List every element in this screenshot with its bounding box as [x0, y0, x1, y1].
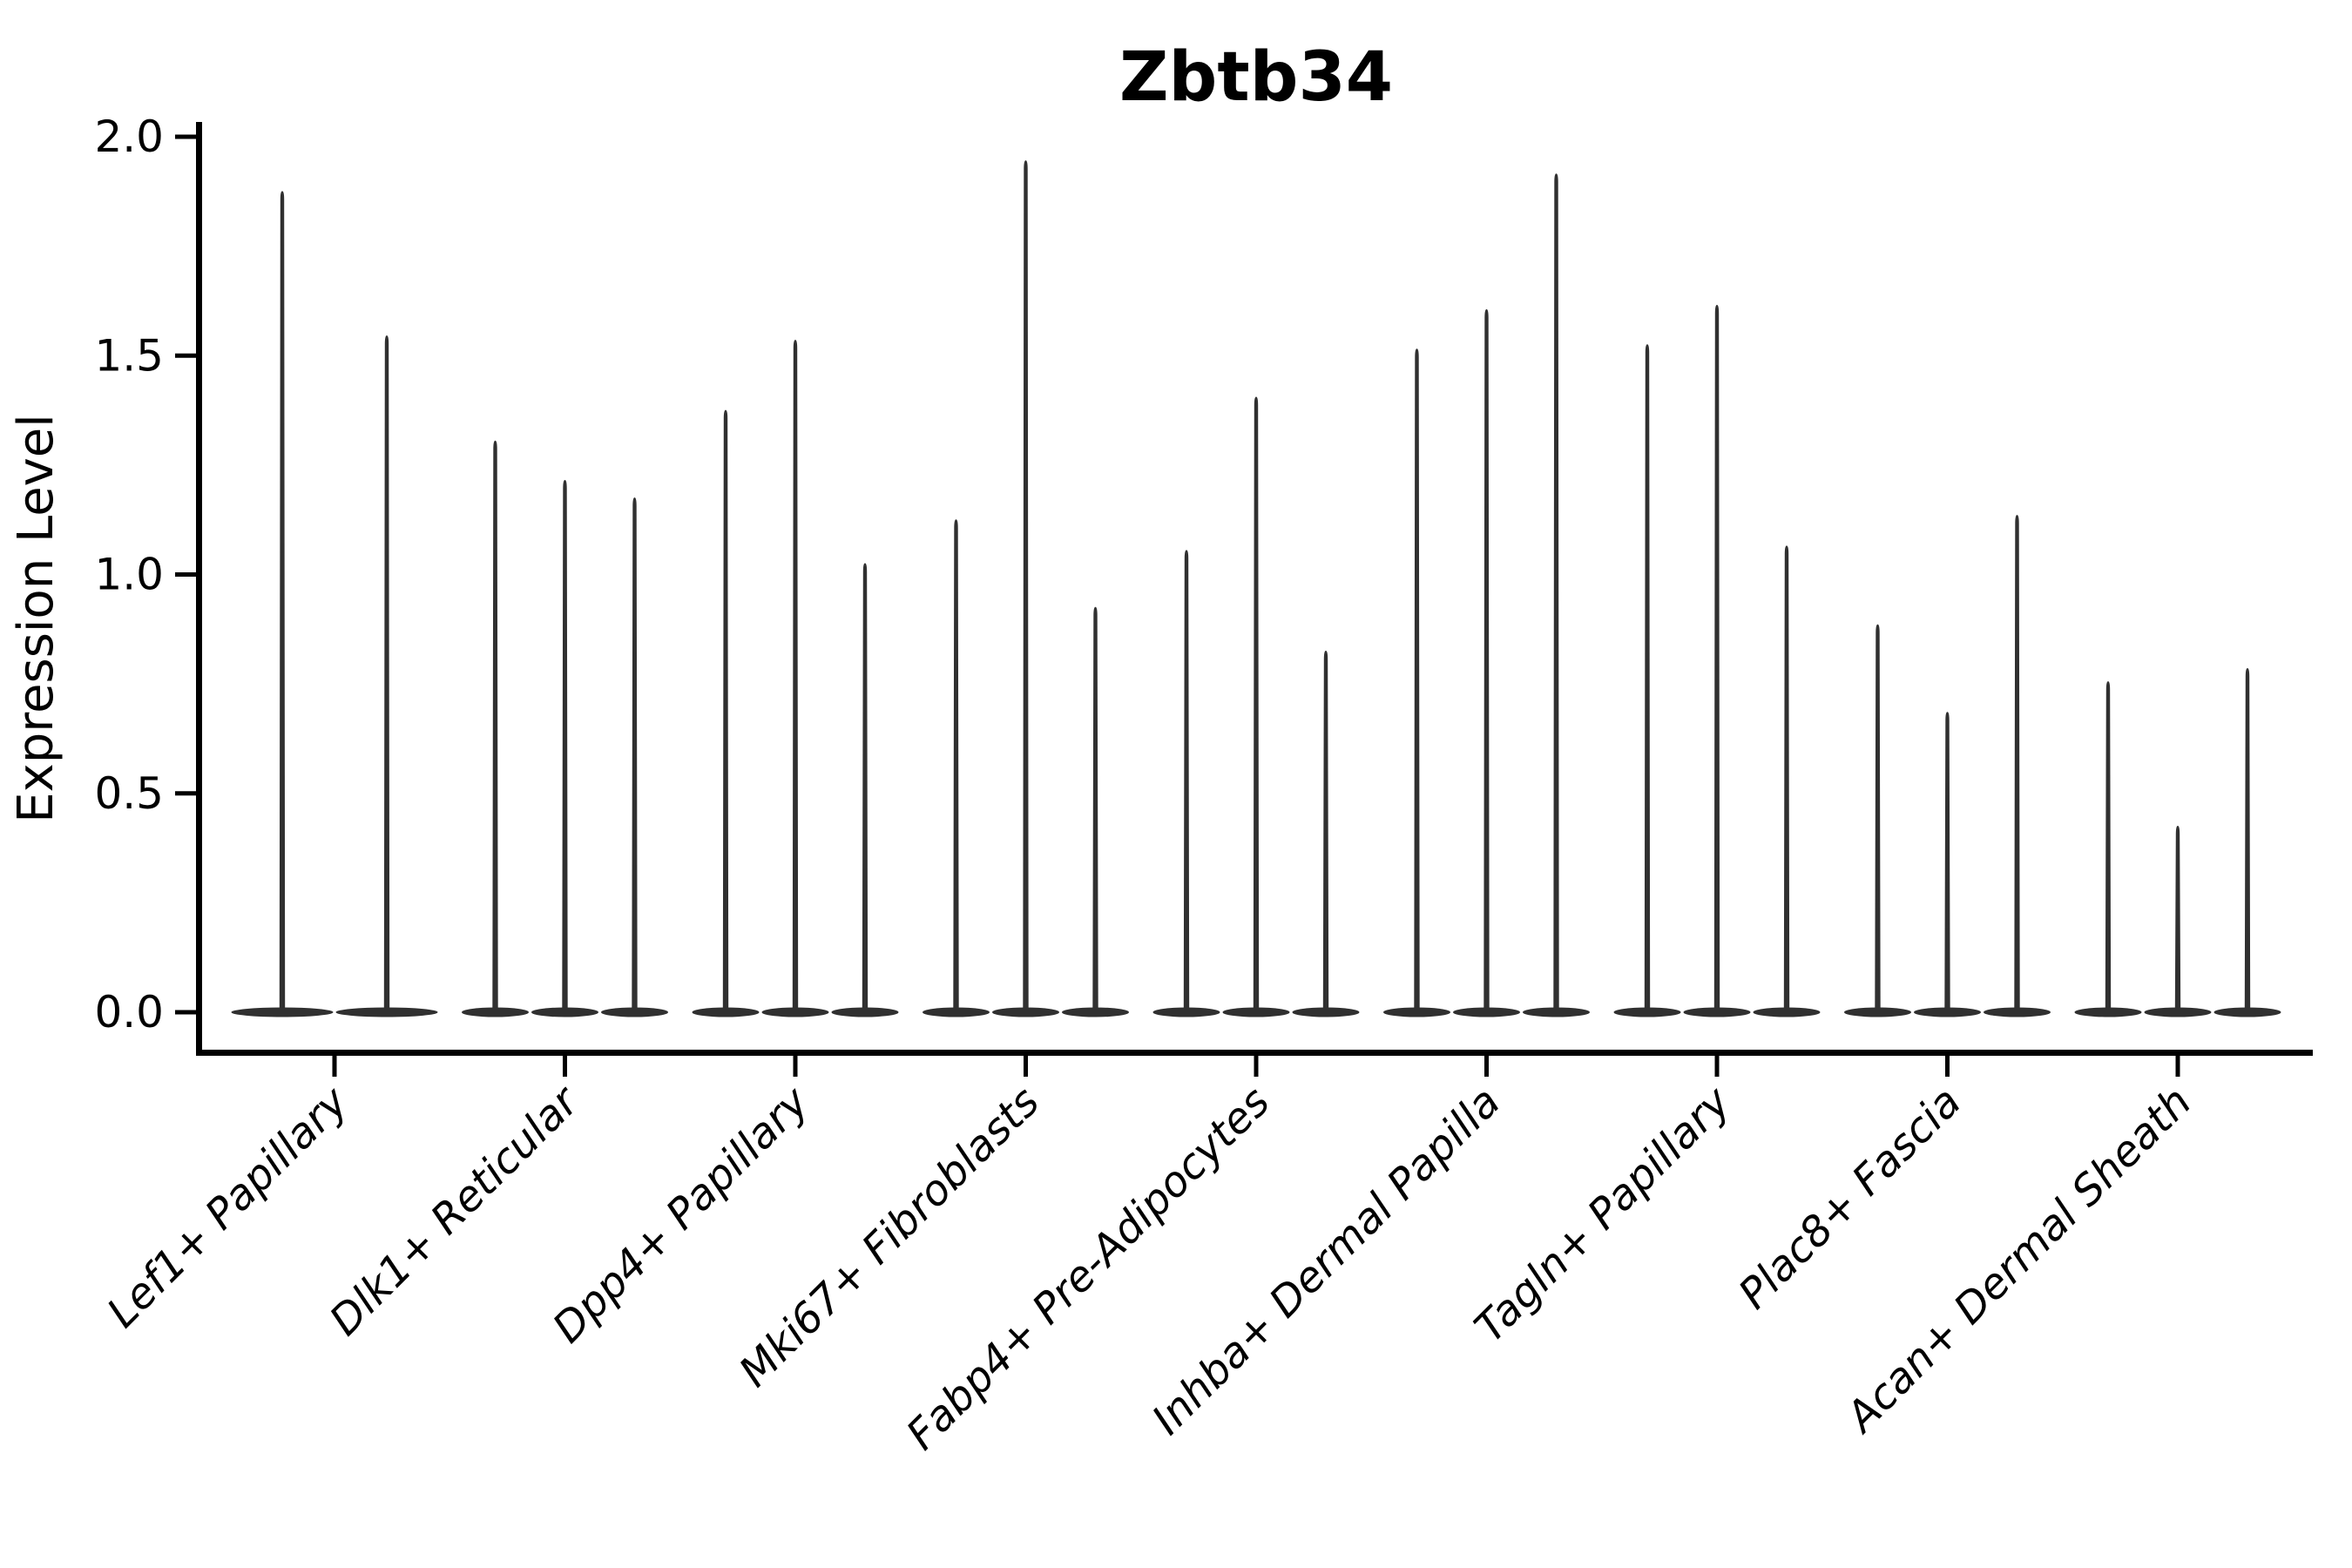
x-tick-label: Dpp4+ Papillary — [544, 1077, 819, 1352]
violins-layer — [231, 160, 2281, 1017]
violin-spike — [2244, 668, 2251, 1012]
violin-spike — [2174, 825, 2181, 1012]
x-tick — [1024, 1056, 1028, 1077]
violin-spike — [1023, 160, 1029, 1012]
y-tick — [175, 353, 199, 358]
violin-spike — [1553, 173, 1559, 1013]
violin-spike — [2105, 681, 2112, 1012]
x-tick — [1945, 1056, 1950, 1077]
violin-spike — [792, 340, 799, 1012]
violin-spike — [1484, 309, 1490, 1012]
violin-spike — [492, 440, 498, 1012]
x-tick — [332, 1056, 337, 1077]
y-tick — [175, 1010, 199, 1015]
violin-spike — [953, 519, 959, 1012]
violin-spike — [632, 497, 638, 1012]
violin-spike — [1183, 550, 1190, 1012]
violin-spike — [1644, 344, 1651, 1012]
x-tick-label: Plac8+ Fascia — [1729, 1078, 1970, 1319]
y-axis-spine — [196, 122, 202, 1056]
x-tick-label: Dlk1+ Reticular — [321, 1076, 591, 1346]
y-axis-label: Expression Level — [8, 414, 64, 823]
x-tick-label: Tagln+ Papillary — [1465, 1077, 1740, 1352]
violin-spike — [1783, 545, 1790, 1012]
x-tick — [2175, 1056, 2180, 1077]
violin-spike — [279, 191, 286, 1012]
x-tick-label: Lef1+ Papillary — [98, 1077, 358, 1337]
y-axis: 0.0 0.5 1.0 1.5 2.0 — [94, 112, 199, 1037]
violin-spike — [383, 335, 390, 1012]
x-tick — [793, 1056, 798, 1077]
y-tick-label: 1.0 — [94, 550, 164, 600]
violin-spike — [862, 563, 868, 1012]
chart-title: Zbtb34 — [1119, 38, 1393, 117]
violin-spike — [1944, 712, 1950, 1012]
violin-spike — [1253, 396, 1260, 1012]
violin-spike — [722, 409, 729, 1012]
violin-spike — [2014, 515, 2020, 1012]
x-tick — [1484, 1056, 1489, 1077]
y-tick — [175, 572, 199, 577]
x-tick-label: Fabp4+ Pre-Adipocytes — [897, 1078, 1280, 1460]
x-tick — [1254, 1056, 1259, 1077]
violin-spike — [1875, 624, 1881, 1012]
x-axis-spine — [196, 1050, 2313, 1056]
violin-spike — [1414, 348, 1420, 1013]
violin-spike — [562, 479, 568, 1012]
y-tick — [175, 134, 199, 139]
y-tick-label: 0.5 — [94, 768, 164, 819]
x-tick — [1714, 1056, 1720, 1077]
x-tick — [563, 1056, 567, 1077]
violin-spike — [1713, 304, 1720, 1013]
y-tick-label: 2.0 — [94, 112, 164, 162]
violin-spike — [1322, 650, 1329, 1012]
y-tick-label: 0.0 — [94, 987, 164, 1037]
y-tick-label: 1.5 — [94, 330, 164, 381]
y-tick — [175, 791, 199, 796]
violin-spike — [1092, 606, 1098, 1012]
